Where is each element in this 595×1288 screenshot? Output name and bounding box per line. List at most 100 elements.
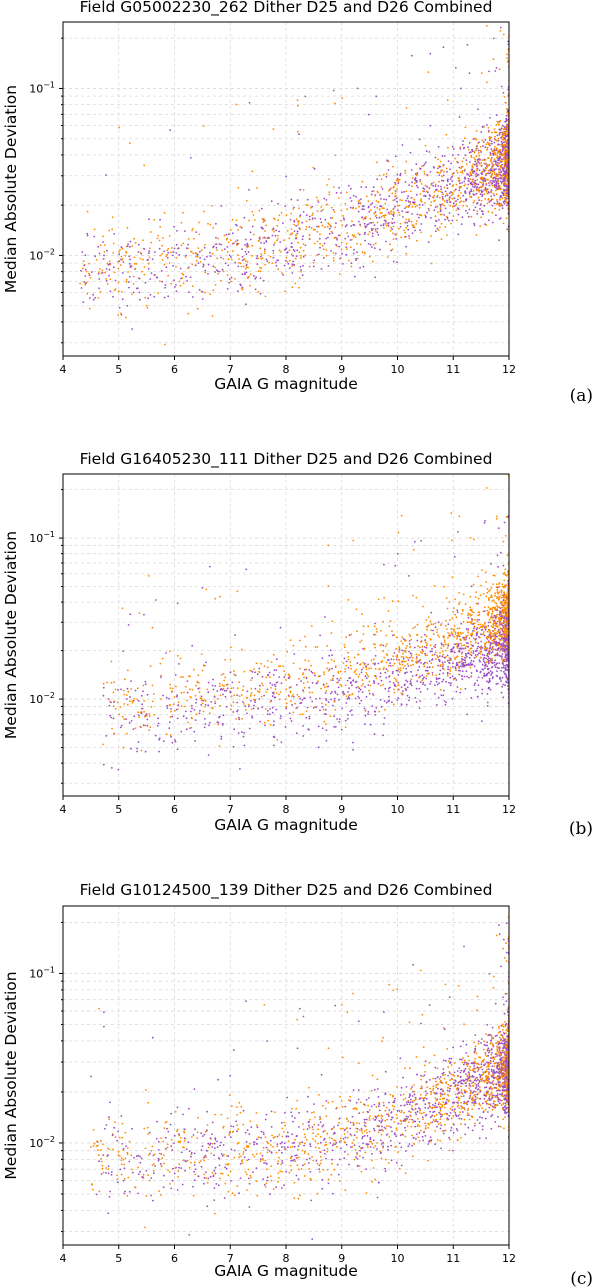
- data-point: [253, 704, 255, 707]
- data-point: [458, 650, 461, 653]
- data-point: [504, 183, 507, 186]
- data-point: [485, 224, 488, 227]
- data-point: [443, 200, 446, 203]
- data-point: [445, 643, 447, 646]
- data-point: [490, 140, 493, 143]
- data-point: [257, 290, 260, 293]
- data-point: [364, 251, 366, 254]
- data-point: [431, 674, 434, 676]
- data-point: [211, 315, 214, 317]
- data-point: [322, 248, 325, 251]
- data-point: [424, 641, 427, 644]
- data-point: [436, 628, 439, 631]
- data-point: [454, 157, 456, 160]
- data-point: [503, 141, 505, 144]
- data-point: [191, 229, 193, 232]
- data-point: [486, 188, 489, 191]
- data-point: [476, 679, 479, 682]
- data-point: [266, 709, 269, 712]
- data-point: [375, 95, 378, 98]
- data-point: [288, 237, 291, 240]
- data-point: [234, 261, 237, 264]
- data-point: [488, 70, 490, 73]
- data-point: [295, 255, 298, 258]
- data-point: [463, 180, 466, 183]
- data-point: [257, 239, 260, 242]
- data-point: [395, 234, 397, 236]
- x-tick-label: 7: [227, 363, 234, 376]
- data-point: [383, 700, 386, 702]
- data-point: [481, 159, 483, 162]
- data-point: [484, 187, 487, 190]
- data-point: [142, 690, 144, 693]
- data-point: [370, 203, 372, 206]
- data-point: [486, 705, 489, 707]
- data-point: [259, 684, 261, 687]
- data-point: [341, 97, 344, 100]
- data-point: [344, 684, 347, 687]
- data-point: [257, 707, 260, 710]
- data-point: [287, 262, 290, 265]
- data-point: [133, 256, 136, 259]
- data-point: [175, 284, 177, 286]
- data-point: [501, 143, 503, 146]
- data-point: [486, 591, 489, 594]
- data-point: [479, 657, 482, 659]
- data-point: [461, 675, 463, 677]
- data-point: [121, 715, 124, 718]
- data-point: [86, 292, 89, 295]
- data-point: [374, 633, 377, 636]
- data-point: [415, 687, 418, 690]
- data-point: [460, 658, 463, 660]
- data-point: [106, 282, 109, 285]
- data-point: [210, 205, 213, 207]
- data-point: [276, 739, 279, 741]
- data-point: [373, 682, 376, 685]
- data-point: [391, 248, 394, 251]
- data-point: [438, 636, 441, 638]
- data-point: [415, 596, 418, 599]
- data-point: [135, 263, 138, 265]
- data-point: [469, 653, 471, 656]
- data-point: [127, 281, 130, 283]
- data-point: [191, 707, 193, 710]
- data-point: [483, 661, 486, 664]
- data-point: [498, 582, 501, 584]
- data-point: [382, 650, 385, 653]
- gridlines: [62, 22, 510, 356]
- data-point: [434, 220, 437, 222]
- data-point: [317, 725, 320, 728]
- data-point: [359, 688, 362, 691]
- data-point: [455, 656, 458, 659]
- data-point: [449, 676, 452, 679]
- data-point: [393, 634, 396, 636]
- data-point: [253, 275, 255, 277]
- data-point: [334, 726, 337, 728]
- data-point: [134, 241, 137, 244]
- data-point: [120, 246, 123, 249]
- data-point: [278, 249, 281, 252]
- data-point: [501, 197, 504, 200]
- data-point: [102, 763, 105, 766]
- data-point: [500, 691, 503, 694]
- data-point: [482, 593, 485, 595]
- data-point: [396, 188, 398, 190]
- data-point: [420, 662, 422, 664]
- data-point: [456, 611, 459, 614]
- data-point: [375, 214, 377, 217]
- data-point: [437, 634, 439, 636]
- data-point: [408, 237, 411, 240]
- data-point: [355, 207, 357, 210]
- data-point: [483, 177, 486, 180]
- data-point: [387, 690, 390, 693]
- data-point: [351, 220, 353, 223]
- data-point: [498, 128, 501, 131]
- data-point: [275, 658, 278, 661]
- data-point: [453, 625, 456, 627]
- data-point: [485, 184, 488, 186]
- data-point: [429, 171, 432, 173]
- data-point: [383, 717, 386, 719]
- data-point: [490, 674, 492, 676]
- data-point: [277, 202, 279, 205]
- data-point: [445, 701, 447, 704]
